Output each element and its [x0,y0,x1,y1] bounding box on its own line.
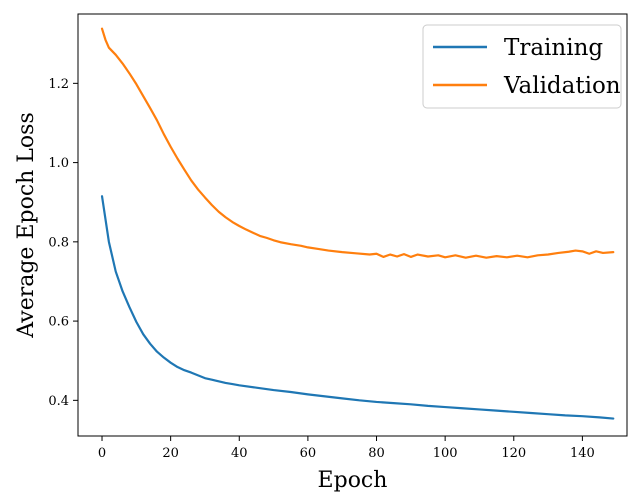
legend-box [422,24,622,109]
series-line-validation [100,27,615,259]
x-tick-label: 0 [98,446,106,461]
series-line-training [100,195,615,420]
y-tick-label: 0.4 [48,394,69,409]
y-axis-label: Average Epoch Loss [14,112,39,338]
x-tick-label: 80 [368,446,385,461]
y-tick-label: 0.8 [48,235,69,250]
y-tick-label: 0.6 [48,315,69,330]
x-tick-label: 20 [162,446,179,461]
x-tick-label: 40 [231,446,248,461]
x-tick-label: 100 [433,446,458,461]
legend: Training Validation [422,24,622,109]
x-tick-label: 140 [570,446,595,461]
x-tick-label: 60 [300,446,317,461]
legend-label-training: Training [504,35,603,61]
y-tick-label: 1.2 [48,77,69,92]
x-axis-label: Epoch [318,468,388,493]
axes-layer: 0 20 40 60 80 100 120 140 0.4 0.6 0.8 1.0 1.2 [48,13,628,461]
plot-frame [77,13,628,437]
series-layer [100,27,615,420]
y-tick-label: 1.0 [48,156,69,171]
legend-label-validation: Validation [503,73,621,99]
x-tick-label: 120 [501,446,526,461]
